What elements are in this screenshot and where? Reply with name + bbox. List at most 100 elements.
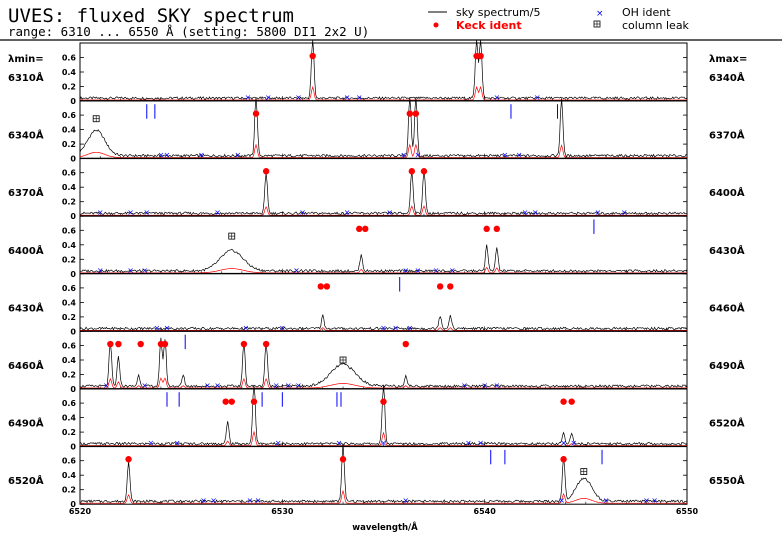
y-tick-label: 0.6 (62, 54, 77, 63)
y-tick-label: 0 (70, 155, 76, 164)
legend-oh-marker: × (596, 9, 604, 19)
keck-ident-dot (420, 168, 428, 175)
oh-ident-marker: × (147, 439, 154, 448)
oh-ident-marker: × (344, 93, 351, 102)
sky-curve (79, 97, 688, 158)
lambda-min-label: 6370Å (8, 186, 44, 199)
oh-ident-marker: × (164, 323, 171, 332)
oh-ident-marker: × (465, 439, 472, 448)
keck-ident-dot (568, 398, 575, 405)
lambda-max-label: 6370Å (709, 129, 745, 142)
y-tick-label: 0.6 (62, 284, 77, 293)
oh-ident-marker: × (402, 496, 409, 505)
keck-ident-dot (408, 168, 416, 175)
oh-ident-marker: × (493, 381, 500, 390)
legend-keck-label: Keck ident (456, 19, 522, 32)
keck-ident-dot (137, 340, 144, 348)
oh-ident-marker: × (164, 151, 171, 160)
y-tick-label: 0.2 (62, 313, 76, 322)
flux-curve (80, 85, 687, 101)
oh-ident-marker: × (154, 323, 161, 332)
oh-ident-marker: × (141, 381, 148, 390)
keck-ident-dot (250, 398, 258, 405)
keck-ident-dot (317, 283, 324, 290)
oh-ident-marker: × (273, 381, 280, 390)
oh-ident-marker: × (643, 496, 650, 505)
oh-ident-marker: × (200, 496, 207, 505)
y-tick-label: 0.4 (62, 126, 77, 135)
keck-ident-dot (222, 398, 229, 405)
oh-ident-marker: × (481, 381, 488, 390)
keck-ident-dot (436, 283, 444, 290)
oh-ident-marker: × (415, 151, 422, 160)
panel: 0 0.2 0.4 0.6 6400Å 6430Å × × × × × × × × (8, 215, 745, 279)
y-tick-label: 0 (70, 385, 76, 394)
oh-ident-marker: × (433, 266, 440, 275)
lambda-max-label: 6520Å (709, 417, 745, 430)
y-tick-label: 0.4 (62, 298, 77, 307)
oh-ident-marker: × (570, 439, 577, 448)
keck-ident-dot (356, 225, 363, 233)
oh-ident-marker: × (97, 266, 104, 275)
oh-ident-marker: × (174, 439, 181, 448)
oh-ident-marker: × (265, 93, 272, 102)
x-axis-label: wavelength/Å (352, 522, 418, 533)
sky-curve (79, 337, 688, 389)
oh-ident-marker: × (214, 208, 221, 217)
oh-ident-marker: × (247, 496, 254, 505)
sky-curve (79, 40, 688, 101)
keck-ident-dot (483, 225, 490, 233)
oh-ident-marker: × (97, 208, 104, 217)
lambda-max-label: 6460Å (709, 301, 745, 314)
y-tick-label: 0 (70, 97, 76, 106)
column-leak-marker (92, 115, 100, 123)
oh-ident-marker: × (214, 381, 221, 390)
oh-ident-marker: × (651, 496, 658, 505)
x-tick-label: 6550 (676, 507, 699, 516)
y-tick-label: 0.6 (62, 226, 77, 235)
oh-ident-marker: × (127, 208, 134, 217)
lambda-max-label: 6400Å (709, 186, 745, 199)
keck-ident-dot (339, 456, 347, 463)
legend: sky spectrum/5 Keck ident × OH ident col… (428, 6, 690, 32)
oh-ident-marker: × (210, 496, 217, 505)
y-tick-label: 0.2 (62, 371, 76, 380)
oh-ident-marker: × (103, 381, 110, 390)
keck-ident-dot (560, 456, 567, 463)
sky-curve (79, 385, 688, 446)
y-tick-label: 0.4 (62, 356, 77, 365)
y-tick-label: 0 (70, 500, 76, 509)
lambda-max-header: λmax= (709, 54, 747, 65)
y-tick-label: 0.2 (62, 140, 76, 149)
range-subtitle: range: 6310 ... 6550 Å (setting: 5800 DI… (8, 24, 369, 39)
lambda-min-label: 6310Å (8, 71, 44, 84)
keck-ident-dot (262, 168, 270, 175)
oh-ident-marker: × (356, 93, 363, 102)
oh-ident-marker: × (406, 323, 413, 332)
lambda-min-label: 6430Å (8, 301, 44, 314)
sky-curve (80, 443, 688, 504)
y-tick-label: 0.4 (62, 183, 77, 192)
oh-ident-marker: × (560, 439, 567, 448)
oh-ident-marker: × (234, 151, 241, 160)
panel-frame (79, 330, 688, 390)
keck-ident-dot (380, 398, 387, 405)
y-tick-label: 0 (70, 327, 76, 336)
legend-oh-label: OH ident (622, 6, 671, 19)
oh-ident-marker: × (380, 323, 387, 332)
oh-ident-marker: × (143, 208, 150, 217)
oh-ident-marker: × (400, 151, 407, 160)
lambda-min-label: 6340Å (8, 129, 44, 142)
panel-frame (79, 215, 688, 275)
oh-ident-marker: × (415, 266, 422, 275)
panel-frame (79, 100, 688, 160)
keck-ident-dot (125, 456, 132, 463)
oh-ident-marker: × (243, 323, 250, 332)
keck-ident-dot (161, 340, 169, 348)
flux-curve (80, 489, 687, 504)
flux-curve (80, 327, 687, 331)
